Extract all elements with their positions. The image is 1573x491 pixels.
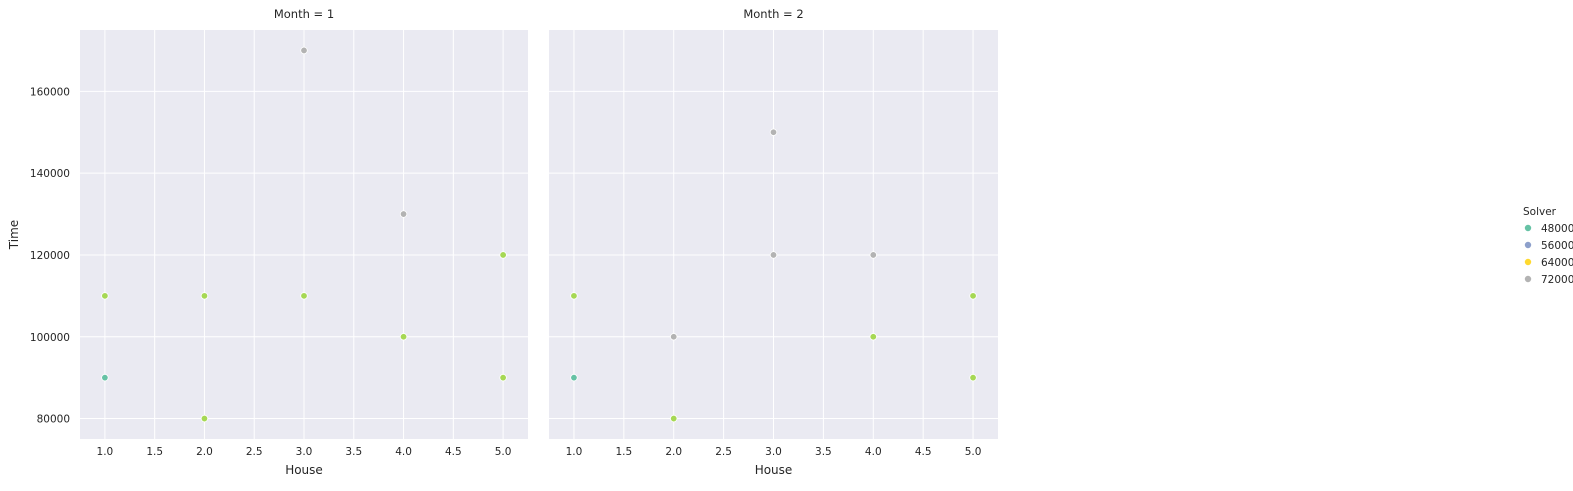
x-tick-label: 3.0 [765, 446, 782, 458]
facet-title: Month = 1 [274, 7, 334, 21]
x-tick-label: 2.5 [715, 446, 732, 458]
data-point [499, 251, 507, 259]
x-tick-label: 2.0 [196, 446, 213, 458]
legend-entry-label: 64000 [1541, 257, 1573, 269]
x-tick-label: 2.5 [246, 446, 263, 458]
legend-entry-label: 56000 [1541, 240, 1573, 252]
x-tick-label: 4.5 [915, 446, 932, 458]
data-point [969, 373, 977, 382]
x-axis-label: House [755, 463, 793, 477]
x-tick-label: 1.0 [566, 446, 583, 458]
data-point [101, 373, 109, 382]
x-tick-label: 3.5 [815, 446, 832, 458]
y-axis-label: Time [7, 220, 21, 250]
y-tick-label: 120000 [30, 250, 70, 262]
y-tick-label: 100000 [30, 332, 70, 344]
x-tick-label: 4.0 [395, 446, 412, 458]
x-tick-label: 1.5 [146, 446, 163, 458]
data-point [399, 333, 408, 341]
data-point [869, 333, 877, 341]
data-point [670, 414, 678, 423]
x-tick-label: 5.0 [965, 446, 982, 458]
data-point [969, 292, 977, 300]
x-tick-label: 5.0 [495, 446, 512, 458]
data-point [869, 251, 877, 259]
x-tick-label: 3.5 [345, 446, 362, 458]
data-point [570, 292, 578, 300]
legend-entry-label: 72000 [1541, 274, 1573, 286]
x-tick-label: 3.0 [296, 446, 313, 458]
data-point [499, 373, 507, 382]
x-axis-label: House [285, 463, 323, 477]
data-point [570, 373, 578, 382]
x-tick-label: 2.0 [665, 446, 682, 458]
x-tick-label: 4.5 [445, 446, 462, 458]
facet-title: Month = 2 [743, 7, 803, 21]
data-point [200, 414, 209, 423]
legend-entry-label: 48000 [1541, 223, 1573, 235]
legend-marker [1524, 257, 1533, 266]
data-point [300, 292, 308, 300]
legend-marker [1524, 274, 1533, 283]
y-tick-label: 140000 [30, 168, 70, 180]
data-point [670, 333, 678, 341]
data-point [101, 292, 109, 300]
legend-marker [1524, 240, 1533, 249]
y-tick-label: 80000 [37, 414, 70, 426]
x-tick-label: 1.0 [97, 446, 114, 458]
legend-title: Solver [1523, 206, 1557, 218]
facet-panel-2: 1.0 1.5 2.0 2.5 3.0 3.5 4.0 4.5 5.0 Month = 2 Hous… [549, 7, 998, 477]
legend: Solver 48000 56000 64000 72000 [1523, 206, 1573, 286]
y-tick-label: 160000 [30, 86, 70, 98]
data-point [300, 46, 308, 55]
data-point [399, 210, 408, 218]
data-point [769, 251, 778, 259]
facet-panel-1: 1.0 1.5 2.0 2.5 3.0 3.5 4.0 4.5 5.0 80000 100000 12… [30, 7, 528, 477]
x-tick-label: 4.0 [865, 446, 882, 458]
data-point [769, 128, 778, 136]
legend-marker [1524, 223, 1533, 232]
x-tick-label: 1.5 [615, 446, 632, 458]
data-point [200, 292, 209, 300]
